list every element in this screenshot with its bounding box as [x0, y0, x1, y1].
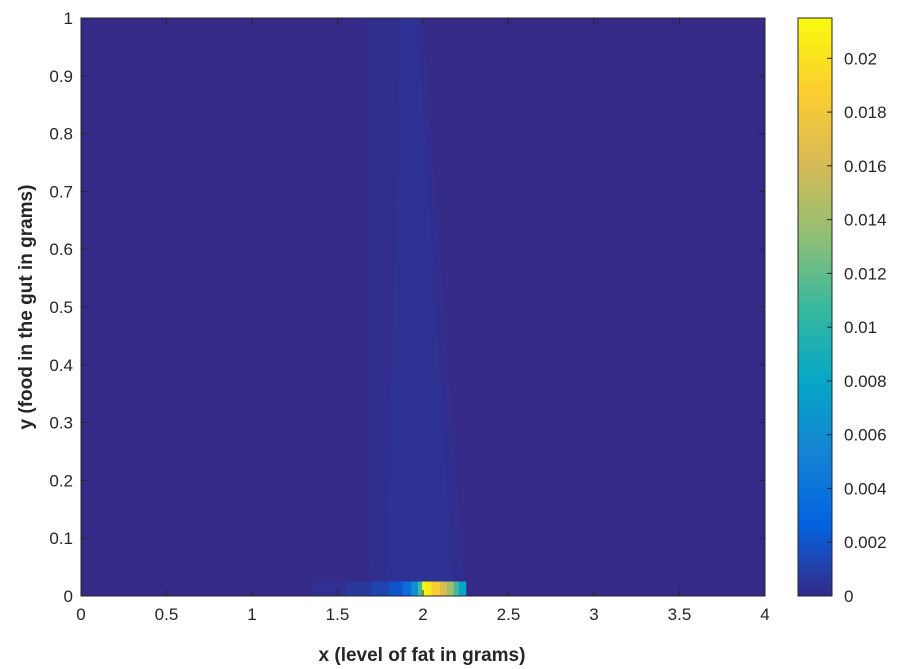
- x-tick-label: 2.5: [497, 605, 521, 624]
- heatmap-cell: [453, 581, 460, 596]
- colorbar-tick-label: 0.002: [844, 533, 887, 552]
- heatmap-cell: [417, 581, 423, 596]
- heatmap-cell: [371, 581, 390, 596]
- heatmap-cell: [458, 581, 467, 596]
- x-tick-label: 3: [589, 605, 598, 624]
- colorbar-tick-label: 0.006: [844, 426, 887, 445]
- heatmap-cell: [388, 581, 403, 596]
- y-axis-label: y (food in the gut in grams): [16, 185, 37, 430]
- y-tick-label: 0.8: [49, 125, 73, 144]
- colorbar-tick-label: 0: [844, 587, 853, 606]
- colorbar-tick-label: 0.016: [844, 157, 887, 176]
- y-tick-label: 0.2: [49, 471, 73, 490]
- x-axis: 0 0.5 1 1.5 2 2.5 3 3.5 4: [76, 18, 770, 624]
- y-tick-label: 0.1: [49, 529, 73, 548]
- heatmap-cell: [446, 581, 455, 596]
- heatmap-band-core: [385, 18, 454, 596]
- heatmap-cell: [431, 581, 441, 596]
- x-tick-label: 2: [418, 605, 427, 624]
- y-tick-label: 0.4: [49, 356, 73, 375]
- colorbar-tick-label: 0.01: [844, 318, 877, 337]
- y-tick-label: 0.7: [49, 182, 73, 201]
- colorbar-tick-label: 0.018: [844, 103, 887, 122]
- colorbar: 0 0.002 0.004 0.006 0.008 0.01 0.012 0.014 0.016…: [797, 17, 887, 606]
- colorbar-tick-label: 0.012: [844, 264, 887, 283]
- x-tick-label: 0.5: [155, 605, 179, 624]
- colorbar-frame: [797, 17, 833, 597]
- x-tick-label: 1: [247, 605, 256, 624]
- y-tick-label: 0.3: [49, 414, 73, 433]
- x-axis-label: x (level of fat in grams): [319, 645, 526, 666]
- colorbar-tick-label: 0.004: [844, 479, 887, 498]
- heatmap-cell: [422, 581, 426, 596]
- colorbar-gradient: [798, 18, 832, 596]
- x-tick-label: 1.5: [326, 605, 350, 624]
- heatmap-cell: [411, 581, 419, 596]
- x-tick-label: 0: [76, 605, 85, 624]
- heatmap-cell: [346, 581, 373, 596]
- colorbar-tick-label: 0.02: [844, 49, 877, 68]
- plot-area: [80, 17, 766, 597]
- heatmap-cell: [311, 581, 347, 596]
- y-axis: 0 0.1 0.2 0.3 0.4 0.5 0.6 0.7 0.8 0.9 1: [49, 9, 765, 606]
- y-tick-label: 0.5: [49, 298, 73, 317]
- y-tick-label: 0.9: [49, 67, 73, 86]
- colorbar-tick-label: 0.014: [844, 211, 887, 230]
- x-tick-label: 3.5: [668, 605, 692, 624]
- x-tick-label: 4: [760, 605, 769, 624]
- colorbar-tick-label: 0.008: [844, 372, 887, 391]
- heatmap-cell: [440, 581, 448, 596]
- y-tick-label: 1: [64, 9, 73, 28]
- y-tick-label: 0.6: [49, 240, 73, 259]
- heatmap-cell: [424, 581, 433, 596]
- heatmap-cell: [402, 581, 412, 596]
- y-tick-label: 0: [64, 587, 73, 606]
